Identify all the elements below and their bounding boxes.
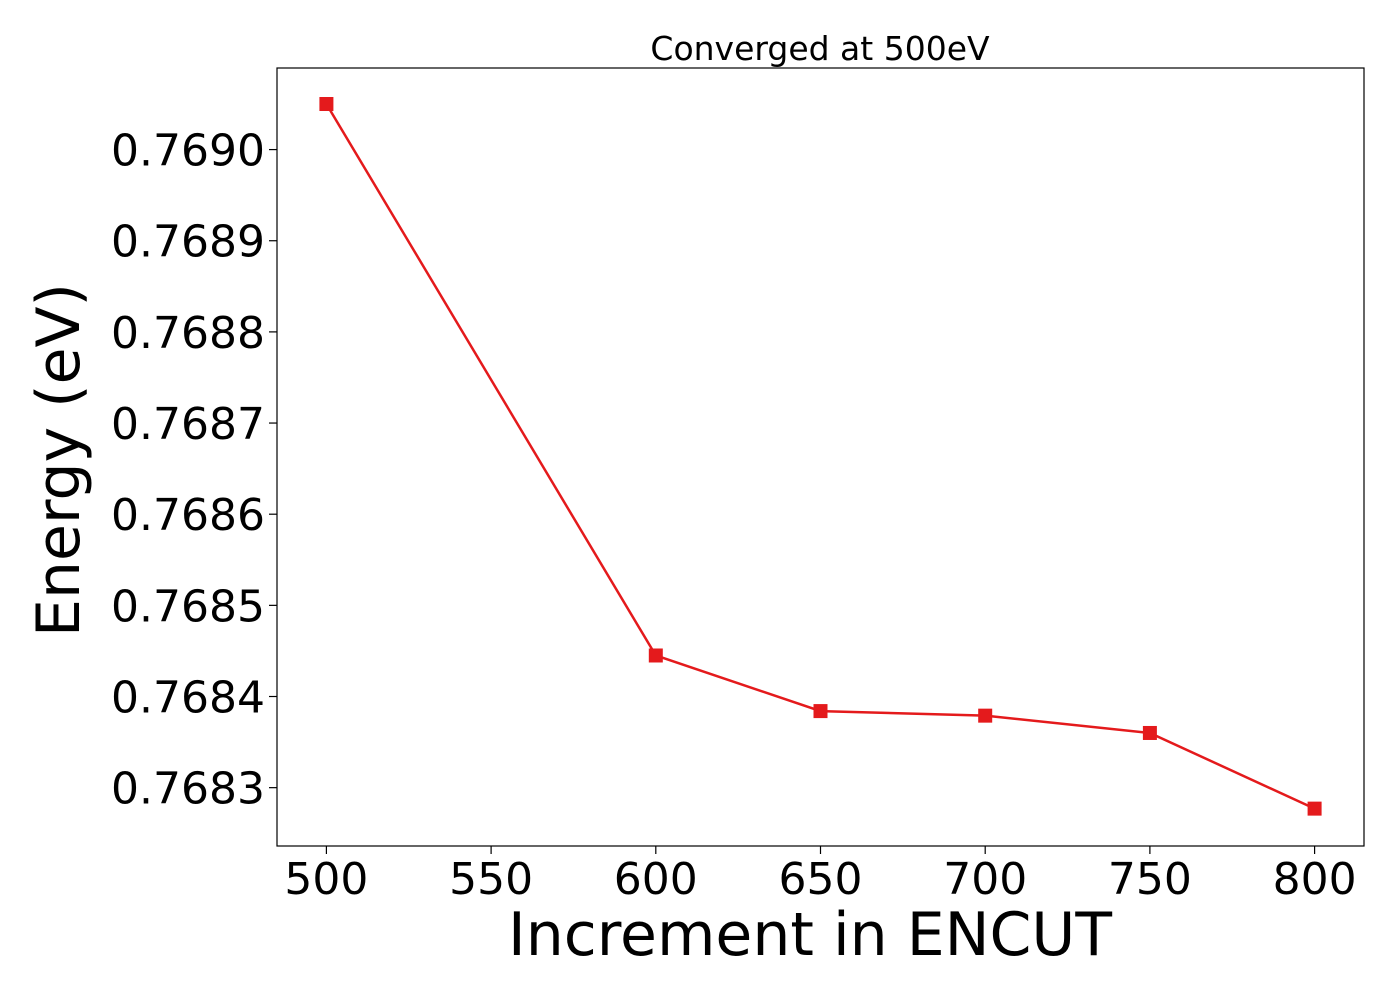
y-axis: 0.7683 0.7684 0.7685 0.7686 0.7687 0.7688 0.76… xyxy=(111,126,277,815)
y-tick-label: 0.7688 xyxy=(111,308,265,359)
x-axis: 500 550 600 650 700 750 800 xyxy=(284,846,1357,905)
data-point xyxy=(978,708,993,723)
data-point xyxy=(1142,725,1157,740)
data-point xyxy=(648,648,663,663)
y-tick-label: 0.7690 xyxy=(111,126,265,177)
x-axis-label: Increment in ENCUT xyxy=(508,900,1112,970)
chart-title: Converged at 500eV xyxy=(650,29,990,68)
x-tick-label: 800 xyxy=(1273,854,1357,905)
plot-area-frame xyxy=(276,67,1365,847)
x-tick-label: 650 xyxy=(779,854,863,905)
y-tick-label: 0.7689 xyxy=(111,217,265,268)
x-tick-label: 500 xyxy=(284,854,368,905)
series-layer xyxy=(319,97,1322,816)
data-point xyxy=(813,704,828,719)
x-tick-label: 700 xyxy=(943,854,1027,905)
y-axis-label: Energy (eV) xyxy=(24,283,94,637)
y-tick-label: 0.7687 xyxy=(111,399,265,450)
y-tick-label: 0.7685 xyxy=(111,581,265,632)
data-point xyxy=(319,97,334,112)
data-point xyxy=(1307,801,1322,816)
y-tick-label: 0.7683 xyxy=(111,764,265,815)
y-tick-label: 0.7684 xyxy=(111,673,265,724)
series-line xyxy=(325,103,1316,810)
x-tick-label: 750 xyxy=(1108,854,1192,905)
x-tick-label: 600 xyxy=(614,854,698,905)
y-tick-label: 0.7686 xyxy=(111,490,265,541)
x-tick-label: 550 xyxy=(449,854,533,905)
